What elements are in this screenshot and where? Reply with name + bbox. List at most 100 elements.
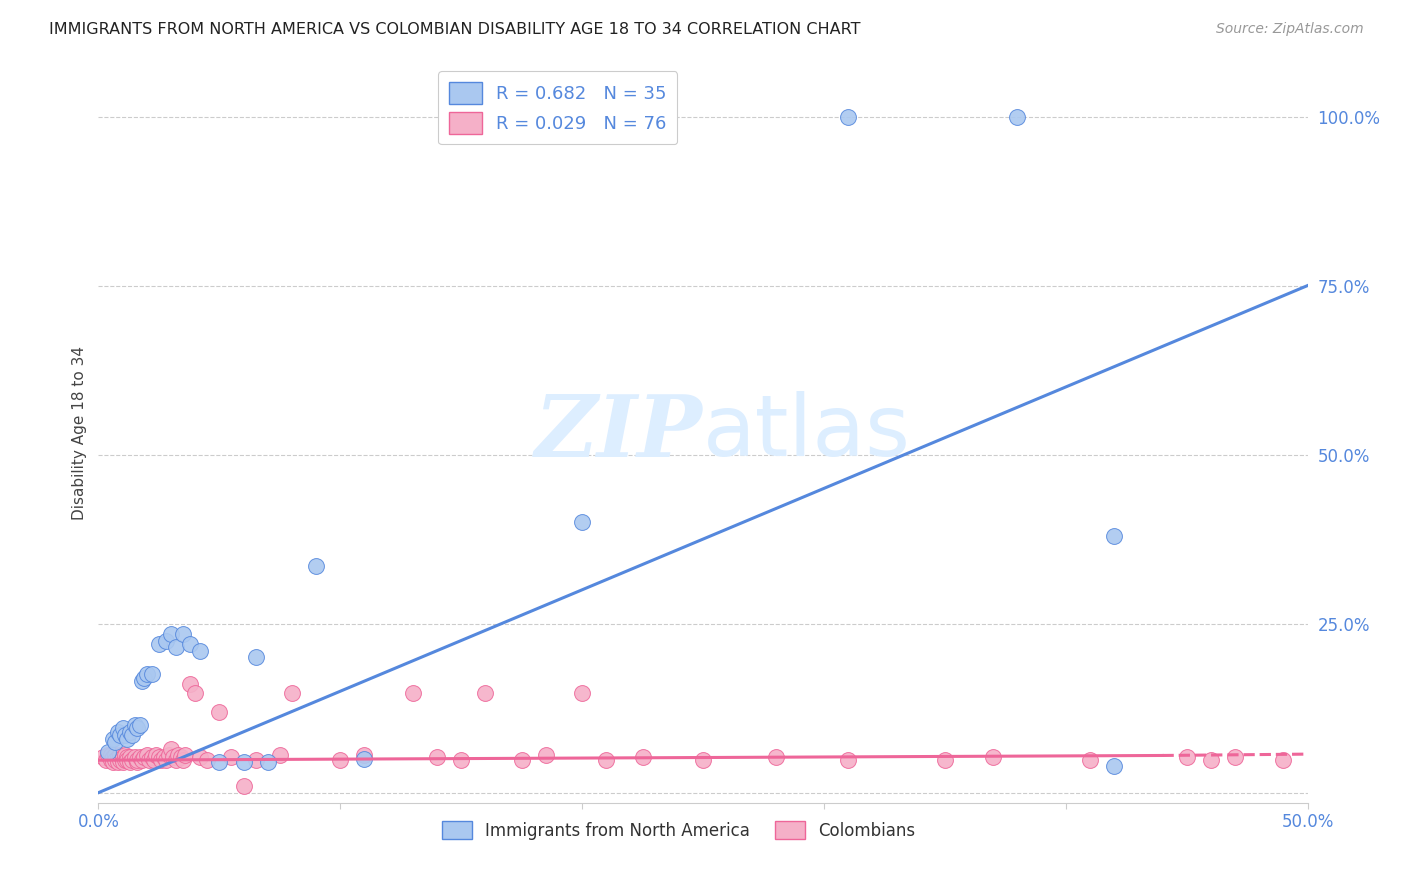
- Point: [165, 753, 187, 767]
- Point: [1078, 753, 1101, 767]
- Point: [208, 756, 231, 770]
- Point: [157, 748, 180, 763]
- Point: [221, 750, 243, 764]
- Text: Source: ZipAtlas.com: Source: ZipAtlas.com: [1216, 22, 1364, 37]
- Point: [162, 750, 184, 764]
- Point: [107, 750, 129, 764]
- Point: [141, 750, 163, 764]
- Point: [135, 748, 157, 763]
- Point: [91, 750, 114, 764]
- Point: [100, 753, 122, 767]
- Point: [107, 724, 129, 739]
- Point: [108, 728, 131, 742]
- Point: [127, 753, 149, 767]
- Point: [97, 748, 120, 763]
- Point: [152, 750, 174, 764]
- Point: [143, 753, 166, 767]
- Point: [281, 685, 304, 699]
- Point: [128, 718, 150, 732]
- Point: [124, 718, 146, 732]
- Point: [510, 753, 533, 767]
- Point: [97, 745, 120, 759]
- Point: [208, 705, 231, 719]
- Point: [131, 753, 153, 767]
- Point: [1102, 758, 1125, 772]
- Point: [174, 748, 197, 763]
- Point: [108, 748, 131, 763]
- Point: [474, 685, 496, 699]
- Point: [167, 748, 190, 763]
- Text: atlas: atlas: [703, 391, 911, 475]
- Point: [172, 627, 194, 641]
- Point: [245, 753, 267, 767]
- Point: [179, 677, 201, 691]
- Point: [195, 753, 218, 767]
- Point: [107, 756, 129, 770]
- Point: [155, 633, 177, 648]
- Point: [141, 667, 163, 681]
- Point: [101, 756, 124, 770]
- Point: [571, 515, 593, 529]
- Point: [145, 748, 167, 763]
- Point: [256, 756, 278, 770]
- Point: [188, 750, 211, 764]
- Point: [104, 753, 127, 767]
- Point: [981, 750, 1004, 764]
- Point: [692, 753, 714, 767]
- Point: [100, 748, 122, 763]
- Point: [114, 753, 136, 767]
- Point: [121, 753, 143, 767]
- Y-axis label: Disability Age 18 to 34: Disability Age 18 to 34: [72, 345, 87, 520]
- Point: [114, 748, 136, 763]
- Point: [179, 637, 201, 651]
- Point: [118, 724, 141, 739]
- Point: [353, 752, 375, 766]
- Point: [1199, 753, 1222, 767]
- Point: [160, 627, 183, 641]
- Point: [134, 671, 156, 685]
- Point: [765, 750, 787, 764]
- Text: ZIP: ZIP: [536, 391, 703, 475]
- Point: [305, 559, 328, 574]
- Point: [104, 735, 127, 749]
- Point: [117, 753, 139, 767]
- Point: [402, 685, 425, 699]
- Point: [138, 753, 160, 767]
- Point: [118, 750, 141, 764]
- Point: [1007, 110, 1029, 124]
- Point: [1102, 529, 1125, 543]
- Point: [450, 753, 472, 767]
- Point: [111, 756, 134, 770]
- Point: [245, 650, 267, 665]
- Point: [104, 748, 127, 763]
- Point: [837, 110, 859, 124]
- Point: [837, 753, 859, 767]
- Point: [269, 748, 291, 763]
- Point: [595, 753, 617, 767]
- Point: [127, 756, 149, 770]
- Point: [108, 753, 131, 767]
- Point: [631, 750, 654, 764]
- Point: [184, 685, 207, 699]
- Point: [160, 741, 183, 756]
- Point: [169, 750, 191, 764]
- Point: [118, 756, 141, 770]
- Point: [101, 750, 124, 764]
- Point: [148, 637, 170, 651]
- Point: [117, 731, 139, 746]
- Point: [534, 748, 557, 763]
- Point: [329, 753, 352, 767]
- Point: [135, 667, 157, 681]
- Point: [131, 674, 153, 689]
- Point: [172, 753, 194, 767]
- Point: [353, 748, 375, 763]
- Point: [232, 756, 254, 770]
- Point: [571, 685, 593, 699]
- Point: [188, 643, 211, 657]
- Point: [117, 750, 139, 764]
- Point: [150, 753, 173, 767]
- Point: [101, 731, 124, 746]
- Point: [426, 750, 449, 764]
- Point: [94, 753, 117, 767]
- Point: [111, 750, 134, 764]
